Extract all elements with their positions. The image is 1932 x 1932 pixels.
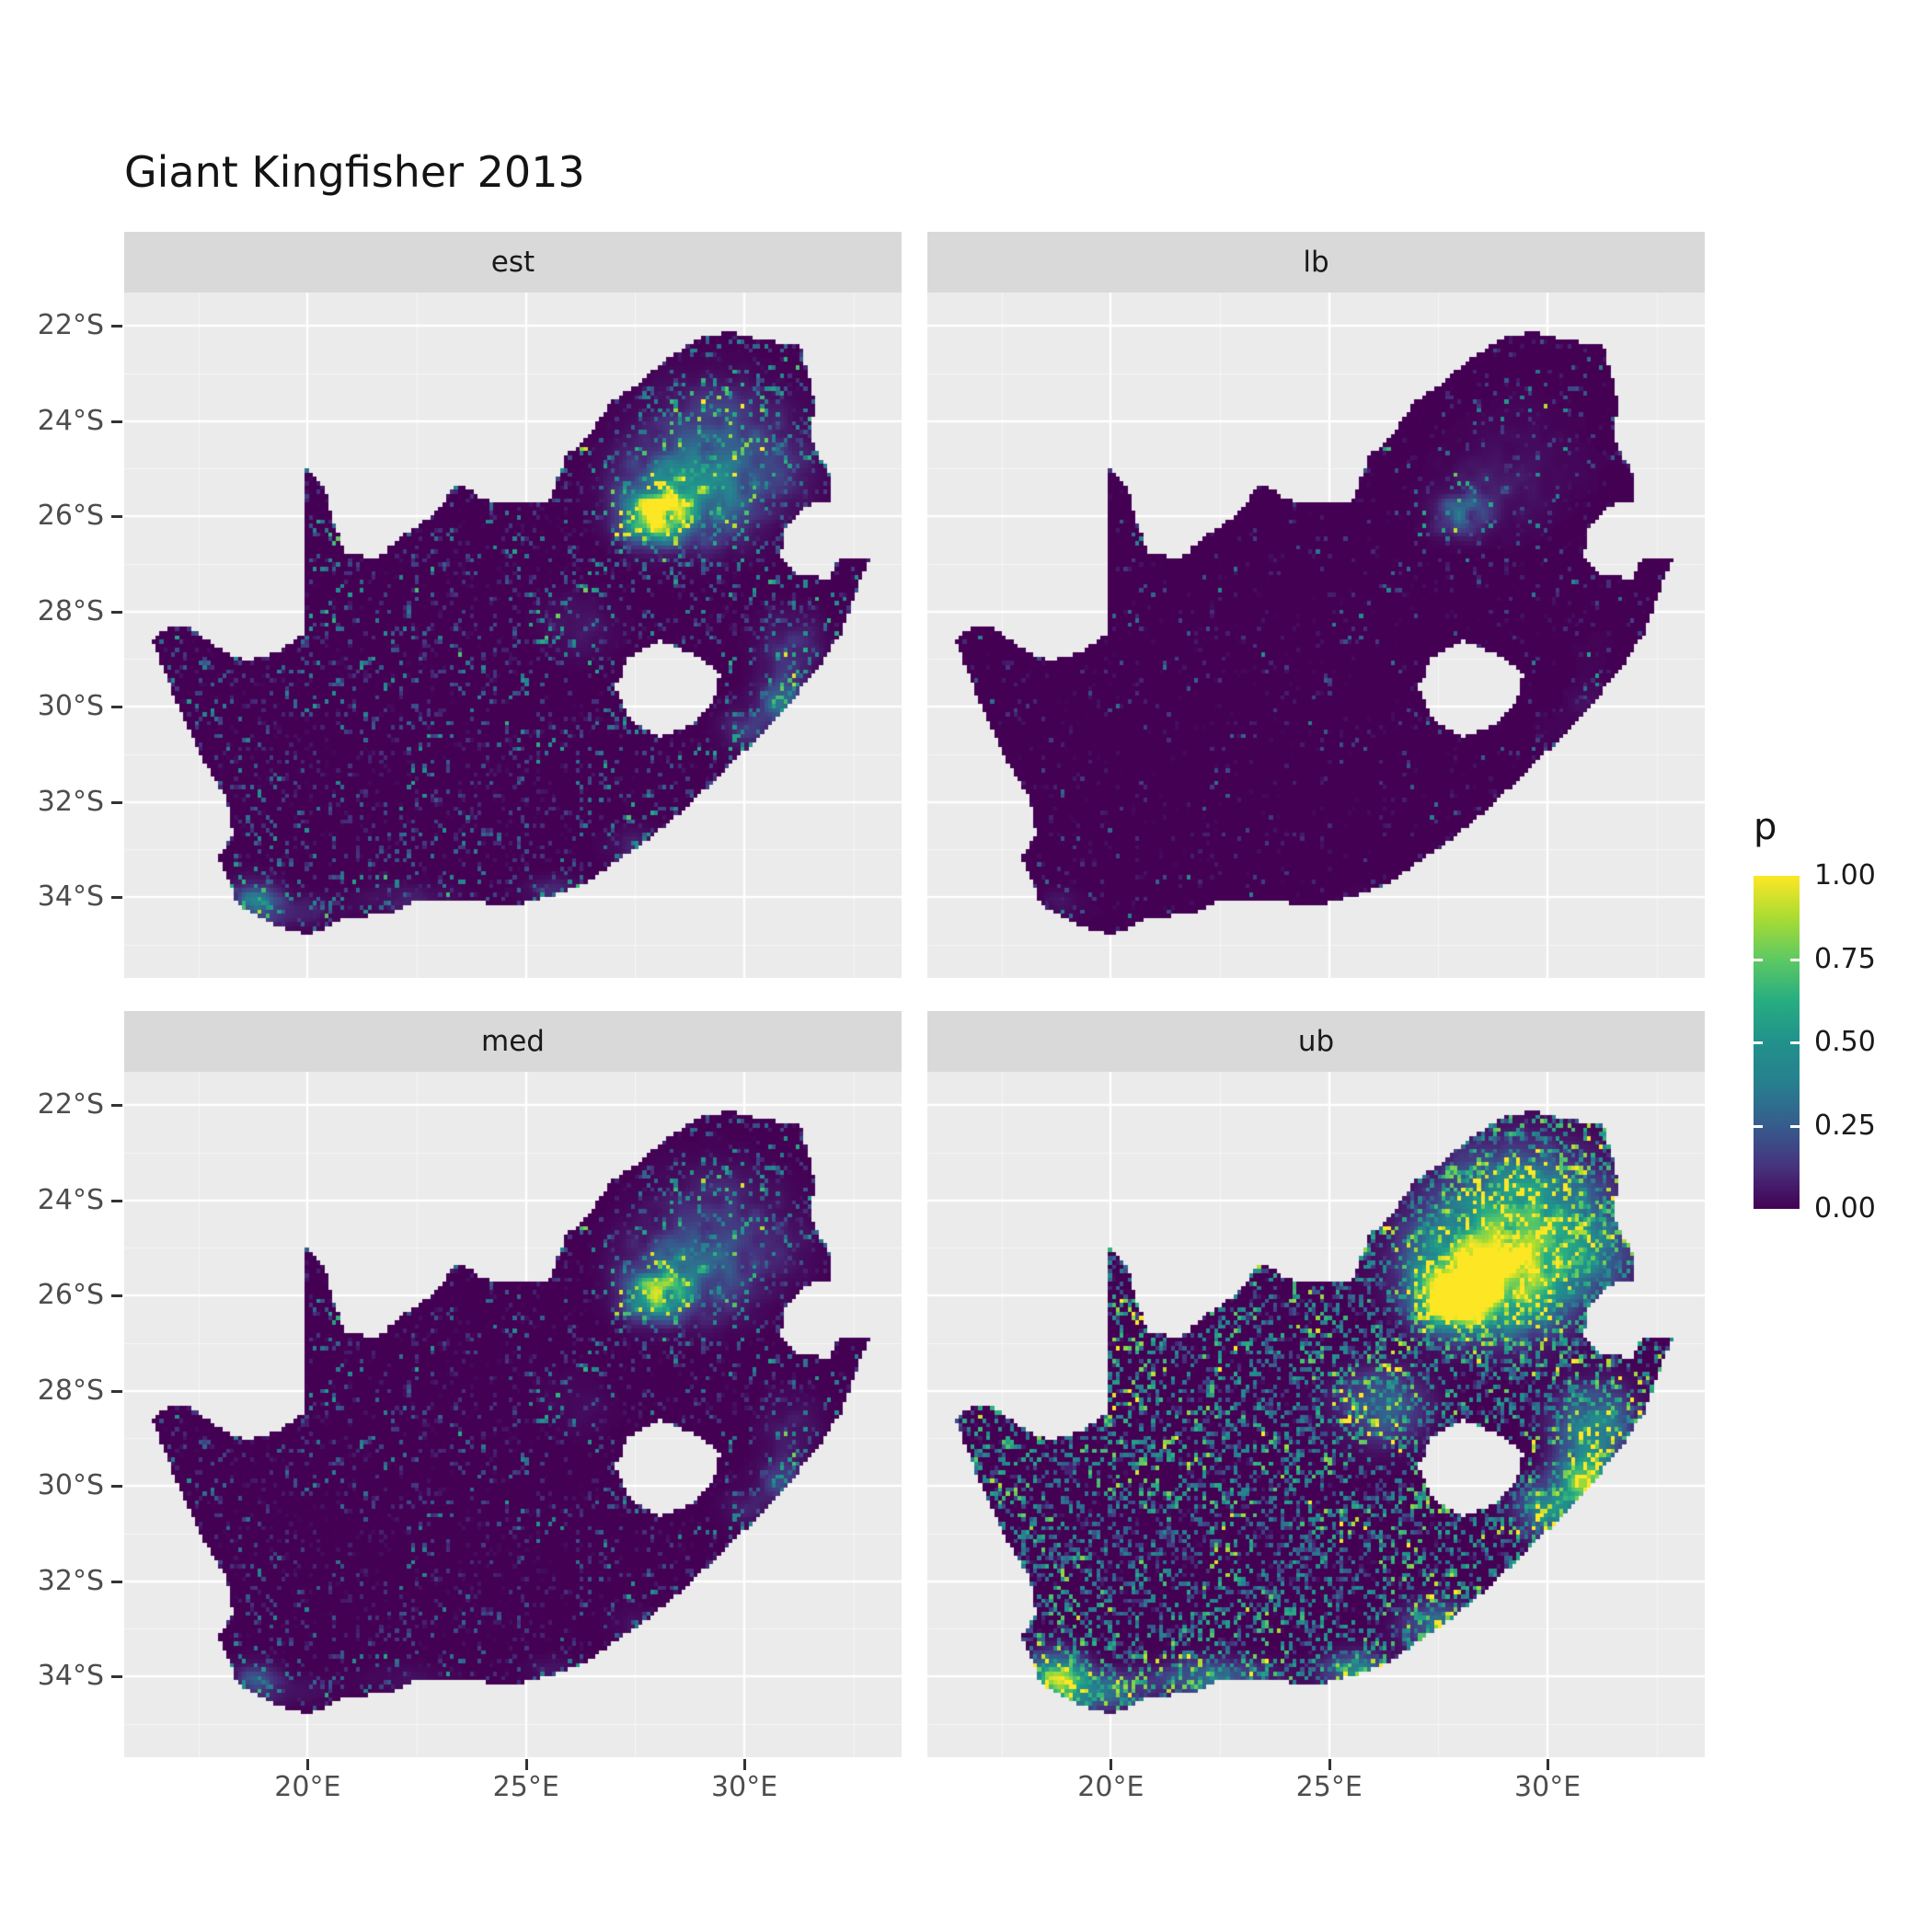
y-axis-label: 22°S <box>37 309 104 342</box>
x-axis-label: 30°E <box>1514 1771 1581 1803</box>
y-axis-label: 26°S <box>37 1279 104 1312</box>
axis-tick <box>1547 1759 1550 1770</box>
y-axis-label: 26°S <box>37 500 104 533</box>
legend-tick <box>1790 1041 1800 1044</box>
axis-tick <box>111 1675 122 1679</box>
facet-strip-ub: ub <box>927 1011 1705 1072</box>
y-axis-label: 28°S <box>37 594 104 627</box>
y-axis-label: 32°S <box>37 1564 104 1597</box>
facet-panel-med <box>124 1072 902 1757</box>
facet-panel-lb <box>927 293 1705 978</box>
y-axis-label: 32°S <box>37 785 104 818</box>
axis-tick <box>1110 1759 1113 1770</box>
legend-tick <box>1790 958 1800 961</box>
legend-tick <box>1754 1041 1763 1044</box>
x-axis-label: 20°E <box>274 1771 341 1803</box>
y-axis-label: 34°S <box>37 880 104 914</box>
y-axis-label: 34°S <box>37 1660 104 1693</box>
axis-tick <box>111 515 122 519</box>
axis-tick <box>111 706 122 709</box>
legend-label: 0.25 <box>1814 1109 1876 1142</box>
legend-tick <box>1790 1124 1800 1128</box>
axis-tick <box>111 1199 122 1202</box>
legend-title: p <box>1754 806 1777 848</box>
map-canvas-med <box>124 1072 902 1757</box>
facet-strip-label-med: med <box>481 1025 545 1058</box>
axis-tick <box>743 1759 747 1770</box>
facet-strip-lb: lb <box>927 232 1705 293</box>
map-canvas-ub <box>927 1072 1705 1757</box>
legend-label: 0.75 <box>1814 942 1876 975</box>
map-canvas-est <box>124 293 902 978</box>
axis-tick <box>111 1294 122 1298</box>
facet-strip-est: est <box>124 232 902 293</box>
plot-title: Giant Kingfisher 2013 <box>124 147 585 197</box>
facet-panel-ub <box>927 1072 1705 1757</box>
y-axis-label: 24°S <box>37 404 104 437</box>
x-axis-label: 30°E <box>711 1771 778 1803</box>
axis-tick <box>111 610 122 614</box>
axis-tick <box>111 420 122 423</box>
legend-label: 0.50 <box>1814 1026 1876 1058</box>
x-axis-label: 25°E <box>492 1771 559 1803</box>
axis-tick <box>111 1389 122 1393</box>
legend-tick <box>1754 958 1763 961</box>
axis-tick <box>306 1759 310 1770</box>
x-axis-label: 20°E <box>1077 1771 1144 1803</box>
facet-strip-med: med <box>124 1011 902 1072</box>
y-axis-label: 30°S <box>37 690 104 723</box>
legend-label: 1.00 <box>1814 859 1876 891</box>
facet-strip-label-est: est <box>490 246 535 279</box>
y-axis-label: 24°S <box>37 1183 104 1216</box>
axis-tick <box>111 1580 122 1583</box>
y-axis-label: 30°S <box>37 1469 104 1502</box>
axis-tick <box>524 1759 528 1770</box>
legend-label: 0.00 <box>1814 1192 1876 1225</box>
axis-tick <box>111 325 122 328</box>
axis-tick <box>111 896 122 900</box>
legend-tick <box>1754 1124 1763 1128</box>
facet-strip-label-ub: ub <box>1297 1025 1335 1058</box>
axis-tick <box>111 800 122 804</box>
map-canvas-lb <box>927 293 1705 978</box>
legend: p 1.00 0.75 0.50 0.25 0.00 <box>1746 806 1932 1266</box>
axis-tick <box>111 1104 122 1108</box>
axis-tick <box>1328 1759 1331 1770</box>
y-axis-label: 28°S <box>37 1374 104 1407</box>
facet-panel-est <box>124 293 902 978</box>
x-axis-label: 25°E <box>1295 1771 1363 1803</box>
y-axis-label: 22°S <box>37 1088 104 1121</box>
axis-tick <box>111 1485 122 1489</box>
facet-strip-label-lb: lb <box>1303 246 1329 279</box>
